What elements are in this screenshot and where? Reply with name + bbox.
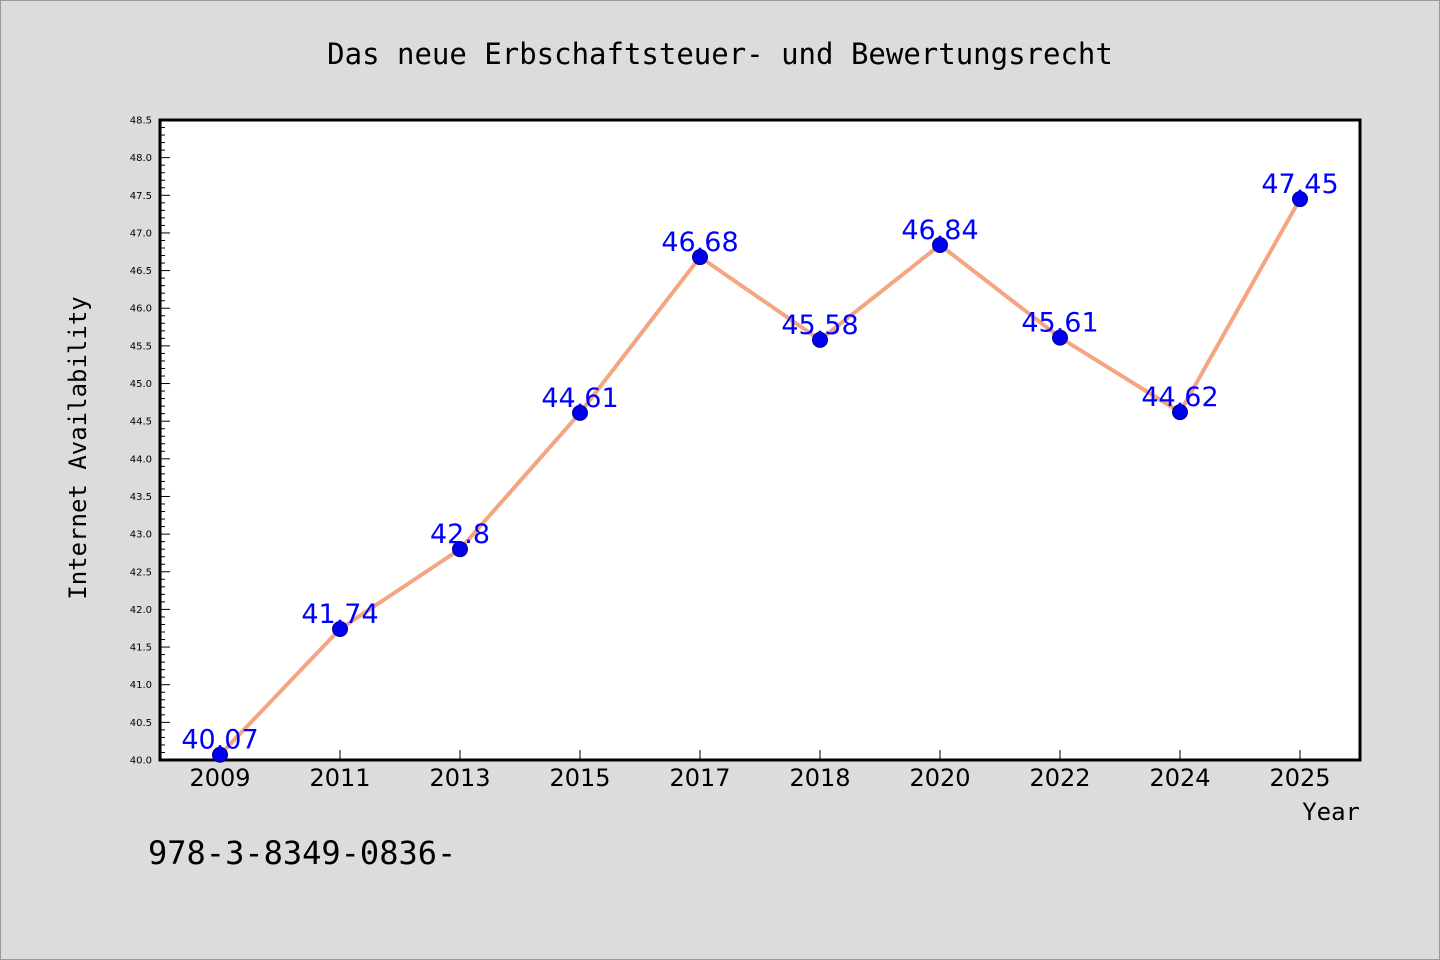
- x-tick-label: 2009: [189, 764, 250, 792]
- data-points: [212, 191, 1308, 763]
- y-tick-label: 46.0: [130, 304, 152, 315]
- y-tick-label: 44.5: [130, 417, 152, 428]
- y-tick-label: 40.5: [130, 718, 152, 729]
- x-axis-label: Year: [1302, 798, 1360, 826]
- data-point-label: 44.61: [541, 383, 618, 414]
- y-tick-label: 46.5: [130, 266, 152, 277]
- x-axis: 2009 2011 2013 2015 2017 2018 2020 2022 2024 2025: [189, 750, 1331, 792]
- data-point-marker: [212, 746, 228, 763]
- y-axis-label: Internet Availability: [64, 296, 92, 599]
- data-point-label: 40.07: [181, 725, 258, 756]
- data-point-label: 42.8: [430, 519, 490, 550]
- y-tick-label: 41.0: [130, 680, 152, 691]
- x-tick-label: 2018: [789, 764, 850, 792]
- x-tick-label: 2013: [429, 764, 490, 792]
- x-tick-label: 2024: [1149, 764, 1210, 792]
- data-point-label: 44.62: [1141, 382, 1218, 413]
- data-point-label: 46.84: [901, 215, 978, 246]
- data-point-marker: [932, 236, 948, 253]
- x-tick-label: 2025: [1269, 764, 1330, 792]
- data-point-marker: [692, 249, 708, 266]
- data-point-marker: [572, 404, 588, 421]
- y-tick-label: 42.0: [130, 605, 152, 616]
- plot-area: [158, 118, 1362, 762]
- data-labels: 40.07 41.74 42.8 44.61 46.68 45.58 46.84 45.61 4…: [181, 169, 1338, 756]
- x-tick-label: 2022: [1029, 764, 1090, 792]
- y-tick-label: 44.0: [130, 454, 152, 465]
- y-tick-label: 45.5: [130, 341, 152, 352]
- series-line: [218, 198, 1302, 757]
- data-point-label: 41.74: [301, 599, 378, 630]
- data-point-label: 46.68: [661, 227, 738, 258]
- x-tick-label: 2015: [549, 764, 610, 792]
- y-tick-label: 40.0: [130, 756, 152, 767]
- data-point-marker: [332, 620, 348, 637]
- x-tick-label: 2011: [309, 764, 370, 792]
- y-tick-label: 48.0: [130, 153, 152, 164]
- data-point-marker: [1172, 404, 1188, 421]
- x-tick-label: 2020: [909, 764, 970, 792]
- data-point-marker: [1052, 329, 1068, 346]
- y-tick-label: 48.5: [130, 116, 152, 127]
- y-tick-label: 47.5: [130, 191, 152, 202]
- y-axis: 40.0 40.5 41.0 41.5 42.0 42.5 43.0 43.5 44.0 44.5…: [130, 116, 170, 767]
- data-point-label: 47.45: [1261, 169, 1338, 200]
- data-point-marker: [1292, 191, 1308, 208]
- chart-title: Das neue Erbschaftsteuer- und Bewertungs…: [327, 37, 1113, 71]
- y-tick-label: 41.5: [130, 643, 152, 654]
- x-tick-label: 2017: [669, 764, 730, 792]
- y-tick-label: 43.0: [130, 530, 152, 541]
- y-tick-label: 45.0: [130, 379, 152, 390]
- data-point-label: 45.61: [1021, 308, 1098, 339]
- data-point-marker: [452, 541, 468, 558]
- data-point-marker: [812, 331, 828, 348]
- footer-isbn-text: 978-3-8349-0836-: [148, 834, 456, 872]
- y-tick-label: 47.0: [130, 228, 152, 239]
- data-point-label: 45.58: [781, 310, 858, 341]
- y-tick-label: 42.5: [130, 567, 152, 578]
- y-tick-label: 43.5: [130, 492, 152, 503]
